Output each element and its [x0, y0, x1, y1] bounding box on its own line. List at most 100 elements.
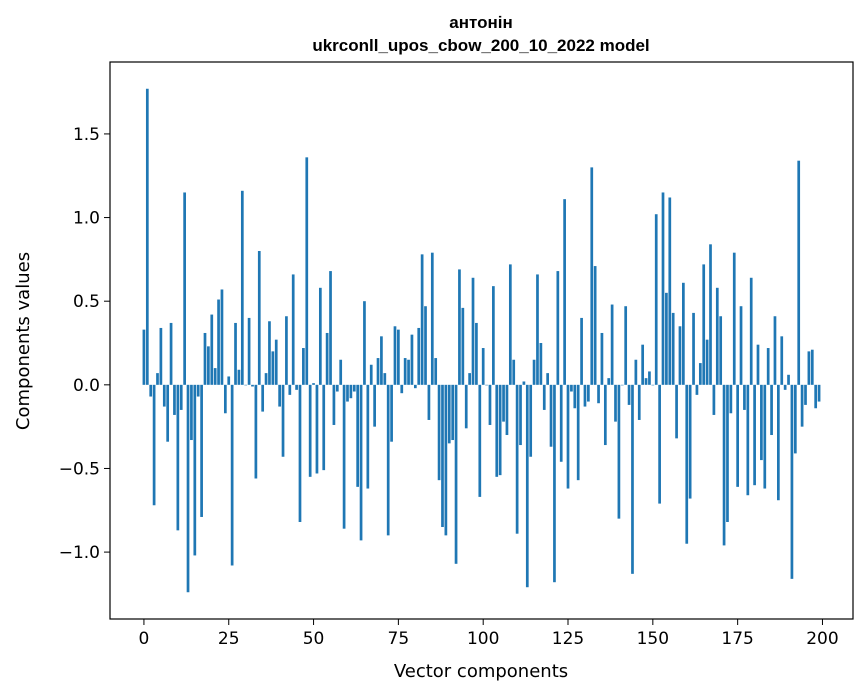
bar-1 — [145, 88, 149, 385]
bar-145 — [634, 359, 638, 385]
x-tick-label: 125 — [552, 629, 584, 649]
bar-80 — [413, 384, 417, 389]
bar-198 — [814, 384, 818, 409]
bar-188 — [780, 336, 784, 385]
bar-124 — [563, 199, 566, 385]
bar-189 — [783, 384, 787, 390]
bar-157 — [675, 384, 678, 439]
bar-53 — [322, 384, 326, 471]
bar-13 — [186, 384, 190, 593]
bar-180 — [753, 384, 756, 486]
bar-44 — [291, 274, 295, 385]
bar-6 — [162, 384, 166, 407]
bar-120 — [549, 384, 553, 447]
bar-103 — [492, 286, 495, 385]
bar-16 — [196, 384, 200, 397]
x-tick-label: 0 — [139, 629, 150, 649]
bar-194 — [800, 384, 804, 427]
bar-31 — [247, 317, 251, 385]
bar-58 — [339, 359, 343, 385]
bar-112 — [522, 381, 526, 385]
x-tick-label: 200 — [806, 629, 838, 649]
bar-167 — [709, 244, 712, 385]
y-tick-label: −1.0 — [59, 543, 100, 563]
bar-4 — [156, 373, 159, 385]
bar-79 — [410, 334, 414, 385]
bar-65 — [363, 301, 366, 385]
bar-197 — [810, 349, 814, 385]
bar-131 — [587, 384, 590, 402]
bar-37 — [268, 321, 271, 385]
bar-55 — [329, 271, 332, 385]
bar-0 — [142, 329, 146, 385]
bar-12 — [183, 192, 186, 385]
bar-9 — [173, 384, 176, 415]
bar-62 — [352, 384, 356, 392]
bar-82 — [420, 254, 424, 385]
bar-154 — [665, 292, 668, 385]
bar-100 — [481, 348, 485, 385]
bar-162 — [692, 312, 695, 385]
bar-170 — [719, 316, 723, 385]
y-tick-label: −0.5 — [59, 459, 100, 479]
bar-87 — [437, 384, 441, 481]
bar-63 — [356, 384, 360, 487]
bar-77 — [403, 358, 407, 385]
bar-20 — [210, 314, 214, 385]
bar-105 — [498, 384, 502, 476]
bar-129 — [580, 317, 583, 385]
bar-29 — [240, 190, 244, 385]
y-axis-label: Components values — [13, 252, 34, 430]
bar-64 — [359, 384, 363, 541]
bar-17 — [200, 384, 203, 517]
x-axis: 0 25 50 75 100 125 150 175 200 — [139, 619, 839, 649]
bar-143 — [627, 384, 631, 405]
bar-67 — [369, 364, 373, 385]
x-tick-label: 50 — [303, 629, 325, 649]
bar-26 — [230, 384, 234, 566]
bar-34 — [257, 251, 261, 385]
bar-98 — [475, 322, 478, 385]
bar-111 — [519, 384, 522, 446]
bar-138 — [610, 304, 614, 385]
bar-137 — [607, 378, 611, 385]
bar-106 — [502, 384, 505, 422]
bar-148 — [644, 378, 648, 385]
bar-127 — [573, 384, 577, 409]
bar-61 — [349, 384, 353, 399]
bar-74 — [393, 326, 397, 385]
bar-99 — [478, 384, 482, 497]
bar-40 — [278, 384, 281, 407]
bar-184 — [766, 348, 770, 385]
bar-176 — [739, 306, 743, 385]
bar-152 — [658, 384, 661, 504]
bar-134 — [597, 384, 600, 404]
bar-107 — [505, 384, 509, 436]
bar-81 — [417, 327, 421, 385]
bar-7 — [166, 384, 170, 442]
bar-72 — [386, 384, 390, 536]
bar-115 — [532, 359, 536, 385]
bar-41 — [281, 384, 285, 457]
bar-45 — [295, 384, 298, 390]
x-tick-label: 75 — [388, 629, 410, 649]
bar-119 — [546, 373, 550, 385]
bar-128 — [576, 384, 580, 481]
bar-56 — [332, 384, 336, 425]
bar-151 — [654, 214, 658, 385]
bar-25 — [227, 376, 231, 385]
bar-70 — [380, 336, 383, 385]
bar-146 — [637, 384, 641, 420]
bar-109 — [512, 359, 516, 385]
bar-95 — [464, 384, 468, 429]
x-tick-label: 175 — [721, 629, 753, 649]
bar-28 — [237, 369, 241, 385]
bar-165 — [702, 264, 706, 385]
bar-108 — [508, 264, 512, 385]
bar-93 — [458, 269, 461, 385]
bar-24 — [223, 384, 227, 414]
bar-42 — [285, 316, 288, 385]
bar-147 — [641, 344, 645, 385]
bar-35 — [261, 384, 265, 412]
